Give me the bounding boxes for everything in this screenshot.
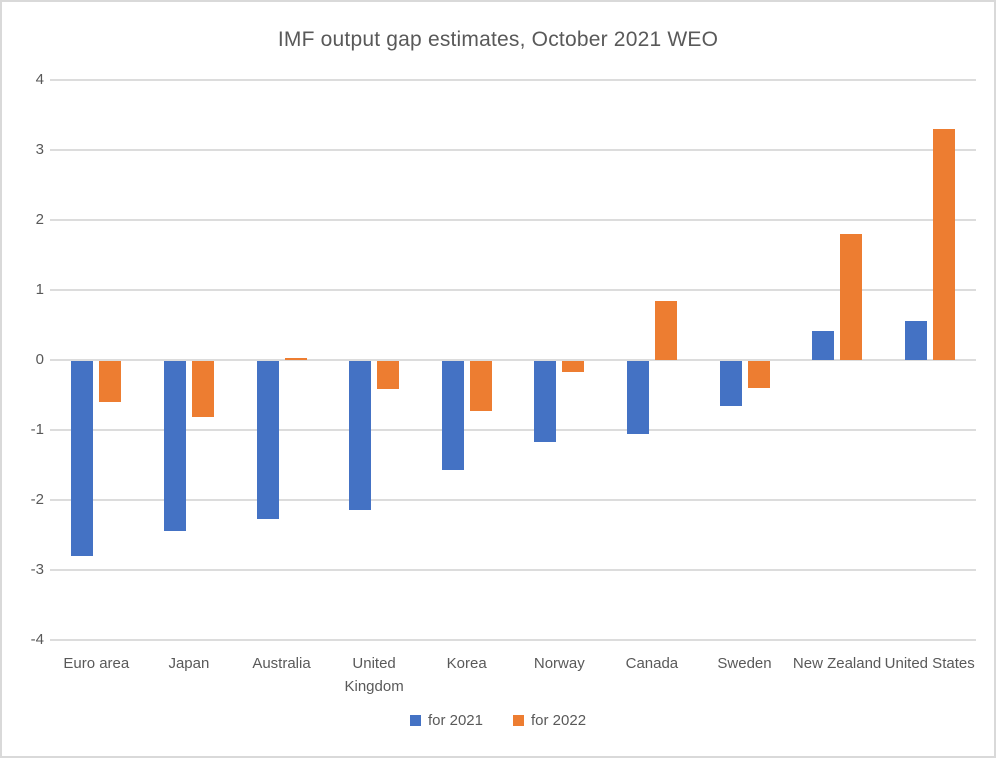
chart-title: IMF output gap estimates, October 2021 W… bbox=[277, 28, 719, 51]
y-tick-label--2: -2 bbox=[30, 491, 44, 508]
bar-for-2021-korea bbox=[441, 361, 464, 470]
category-label-euro-area: Euro area bbox=[63, 655, 130, 672]
gridline-y--2 bbox=[50, 499, 976, 501]
y-tick-label--1: -1 bbox=[30, 421, 44, 438]
legend-label: for 2021 bbox=[427, 712, 483, 729]
bar-for-2022-japan bbox=[191, 361, 214, 417]
gridline-y--1 bbox=[50, 429, 976, 431]
legend: for 2021 for 2022 bbox=[2, 712, 994, 729]
gridline-y--4 bbox=[50, 639, 976, 641]
gridline-y-4 bbox=[50, 79, 976, 81]
bar-for-2022-new-zealand bbox=[840, 234, 863, 360]
category-label-united-states: United States bbox=[884, 655, 975, 672]
bar-for-2022-australia bbox=[284, 357, 307, 360]
bar-for-2021-norway bbox=[534, 361, 557, 443]
bar-for-2022-canada bbox=[654, 300, 677, 360]
legend-swatch-icon bbox=[409, 715, 421, 726]
y-tick-label-2: 2 bbox=[35, 211, 44, 228]
legend-swatch-icon bbox=[513, 715, 524, 726]
category-label-united-kingdom: United Kingdom bbox=[344, 655, 404, 695]
bar-for-2021-canada bbox=[626, 361, 649, 434]
y-tick-label--3: -3 bbox=[30, 561, 44, 578]
gridline-y-1 bbox=[50, 289, 976, 291]
bar-for-2022-norway bbox=[562, 361, 585, 372]
bar-for-2022-united-kingdom bbox=[377, 361, 400, 389]
bar-for-2021-sweden bbox=[719, 361, 742, 406]
gridline-y--3 bbox=[50, 569, 976, 571]
y-tick-label-4: 4 bbox=[35, 71, 44, 88]
y-tick-label-1: 1 bbox=[35, 281, 44, 298]
bar-for-2021-australia bbox=[256, 361, 279, 520]
category-label-japan: Japan bbox=[168, 655, 210, 672]
bar-for-2022-united-states bbox=[932, 129, 955, 360]
legend-label: for 2022 bbox=[531, 712, 587, 729]
bar-for-2021-united-states bbox=[904, 320, 927, 360]
bar-for-2021-euro-area bbox=[71, 361, 94, 556]
bar-for-2021-japan bbox=[163, 361, 186, 532]
category-label-canada: Canada bbox=[625, 655, 679, 672]
category-label-korea: Korea bbox=[446, 655, 487, 672]
gridline-y-0 bbox=[50, 359, 976, 361]
legend-item-for-2022: for 2022 bbox=[513, 712, 586, 729]
category-label-norway: Norway bbox=[533, 655, 585, 672]
bar-for-2021-united-kingdom bbox=[349, 361, 372, 511]
y-tick-label-0: 0 bbox=[35, 351, 44, 368]
bar-for-2022-euro-area bbox=[99, 361, 122, 402]
y-tick-label-3: 3 bbox=[35, 141, 44, 158]
legend-item-for-2021: for 2021 bbox=[409, 712, 483, 729]
gridline-y-3 bbox=[50, 149, 976, 151]
bar-for-2022-korea bbox=[469, 361, 492, 411]
bar-for-2021-new-zealand bbox=[812, 331, 835, 360]
category-label-australia: Australia bbox=[252, 655, 311, 672]
bar-for-2022-sweden bbox=[747, 361, 770, 388]
y-tick-label--4: -4 bbox=[30, 631, 44, 648]
category-label-new-zealand: New Zealand bbox=[792, 655, 882, 672]
category-label-sweden: Sweden bbox=[717, 655, 772, 672]
gridline-y-2 bbox=[50, 219, 976, 221]
